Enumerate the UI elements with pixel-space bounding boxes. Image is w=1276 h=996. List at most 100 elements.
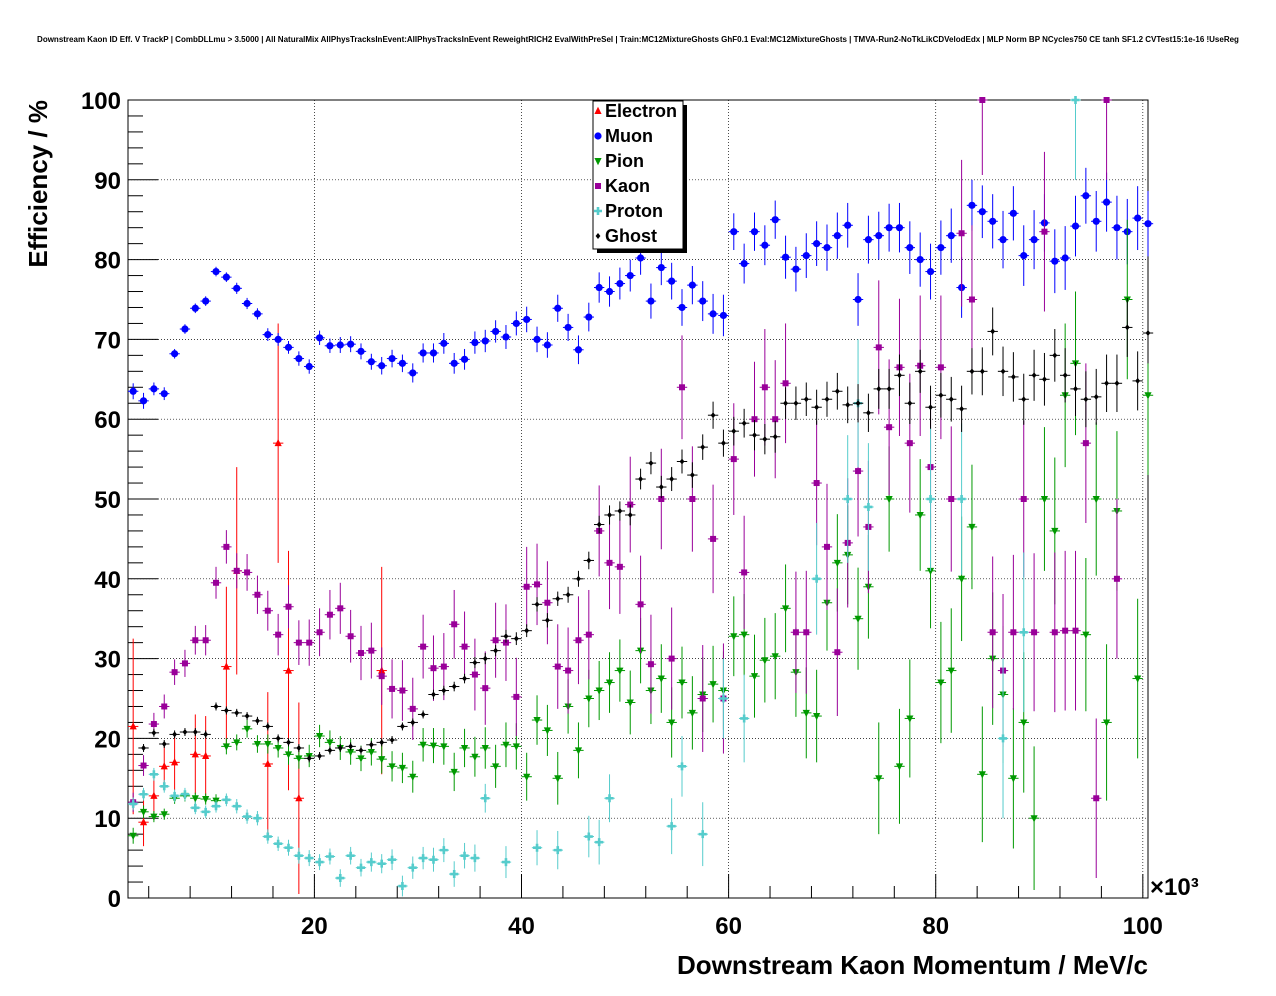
pion-point <box>904 659 916 778</box>
kaon-marker <box>1113 575 1120 582</box>
ghost-marker <box>534 601 540 608</box>
ghost-point <box>190 728 201 737</box>
ghost-marker <box>172 731 177 738</box>
ghost-point <box>1142 302 1154 364</box>
proton-marker <box>470 854 479 863</box>
pion-marker <box>616 667 624 675</box>
kaon-point <box>355 625 367 681</box>
kaon-marker <box>471 671 478 678</box>
muon-marker <box>781 253 790 261</box>
muon-marker <box>730 228 738 236</box>
kaon-marker <box>741 569 748 576</box>
ghost-point <box>593 515 605 534</box>
kaon-point <box>1111 499 1123 659</box>
kaon-marker <box>689 496 696 502</box>
ghost-marker <box>524 627 530 634</box>
proton-point <box>138 787 149 801</box>
ghost-point <box>1111 354 1123 413</box>
kaon-marker <box>834 649 841 656</box>
proton-point <box>221 793 232 807</box>
y-tick-label: 80 <box>94 248 121 275</box>
proton-point <box>449 861 460 887</box>
kaon-point <box>956 159 967 307</box>
pion-marker <box>978 771 986 779</box>
muon-point <box>770 200 781 239</box>
muon-marker <box>305 362 313 371</box>
ghost-point <box>272 734 284 743</box>
electron-marker <box>274 438 282 447</box>
kaon-marker <box>554 663 561 670</box>
ghost-point <box>697 434 708 460</box>
ghost-point <box>883 368 895 409</box>
muon-marker <box>129 387 137 395</box>
proton-marker <box>398 882 407 891</box>
electron-marker <box>170 758 179 766</box>
muon-marker <box>388 354 396 363</box>
proton-point <box>159 779 170 793</box>
muon-marker <box>347 340 355 348</box>
muon-point <box>221 272 232 282</box>
kaon-marker <box>823 543 830 550</box>
muon-marker <box>1071 222 1080 230</box>
ghost-marker <box>948 396 954 403</box>
pion-marker <box>512 743 520 751</box>
muon-point <box>304 359 315 374</box>
muon-marker <box>1113 224 1121 232</box>
muon-marker <box>1134 214 1142 222</box>
ghost-point <box>894 354 905 397</box>
proton-point <box>200 805 211 819</box>
kaon-point <box>169 659 180 685</box>
ghost-marker <box>223 707 229 714</box>
ghost-point <box>997 346 1009 397</box>
kaon-point <box>335 582 346 634</box>
kaon-marker <box>647 661 654 668</box>
y-tick-label: 10 <box>94 806 121 833</box>
kaon-marker <box>285 603 292 610</box>
ghost-marker <box>234 709 240 716</box>
proton-point <box>428 847 439 872</box>
ghost-point <box>210 702 222 711</box>
kaon-point <box>738 515 750 630</box>
muon-marker <box>1144 220 1152 228</box>
pion-marker <box>854 615 862 623</box>
ghost-point <box>604 505 615 525</box>
ghost-marker <box>275 735 281 742</box>
kaon-point <box>324 589 336 640</box>
proton-marker <box>501 858 510 867</box>
ghost-marker <box>410 719 416 726</box>
kaon-point <box>1018 420 1029 578</box>
muon-marker <box>212 267 220 276</box>
muon-marker <box>574 346 583 354</box>
muon-marker <box>802 252 810 260</box>
muon-point <box>728 213 739 251</box>
legend-box <box>592 100 684 250</box>
kaon-point <box>1008 554 1019 710</box>
muon-point <box>314 330 325 345</box>
pion-point <box>676 646 688 719</box>
ghost-point <box>148 728 160 737</box>
kaon-marker <box>616 563 623 570</box>
proton-marker <box>864 502 873 511</box>
ghost-marker <box>783 400 788 407</box>
pion-marker <box>668 719 676 727</box>
pion-point <box>138 805 149 819</box>
legend-label-pion: Pion <box>605 151 644 171</box>
muon-point <box>397 354 408 373</box>
ghost-point <box>293 743 305 752</box>
ghost-point <box>562 586 574 603</box>
pion-point <box>707 645 719 723</box>
kaon-point <box>376 647 387 705</box>
ghost-point <box>1039 352 1050 406</box>
proton-marker <box>294 851 303 860</box>
pion-point <box>200 793 211 805</box>
kaon-marker <box>803 629 810 636</box>
muon-marker <box>460 355 469 363</box>
pion-point <box>625 670 636 735</box>
proton-point <box>593 819 605 865</box>
muon-marker <box>854 295 862 304</box>
legend: Electron Muon Pion Kaon Proton Ghost <box>592 100 687 253</box>
muon-point <box>935 220 947 275</box>
proton-point <box>366 852 377 872</box>
electron-point <box>128 638 139 815</box>
pion-point <box>438 728 450 765</box>
